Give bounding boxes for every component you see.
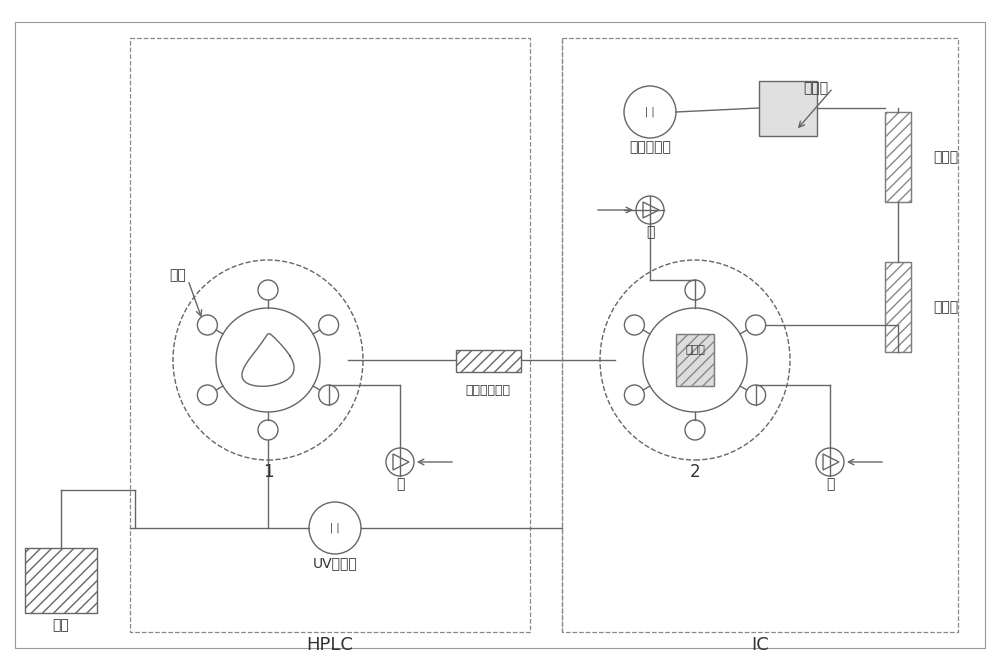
Circle shape — [636, 196, 664, 224]
Text: 泵: 泵 — [396, 477, 404, 491]
Text: HPLC: HPLC — [307, 636, 353, 654]
Text: 保护柱: 保护柱 — [933, 300, 959, 314]
Text: 依利特分析柱: 依利特分析柱 — [466, 383, 511, 397]
Bar — [885, 262, 911, 352]
Circle shape — [685, 280, 705, 300]
Text: 分析柱: 分析柱 — [933, 150, 959, 164]
Text: 进样: 进样 — [170, 268, 186, 282]
Bar — [885, 112, 911, 202]
Bar — [25, 548, 97, 613]
Text: 抑制器: 抑制器 — [803, 81, 828, 95]
Bar — [676, 334, 714, 386]
Text: 2: 2 — [690, 463, 700, 481]
Text: 电导检测器: 电导检测器 — [629, 140, 671, 154]
Bar — [676, 334, 714, 386]
Text: 1: 1 — [263, 463, 273, 481]
Circle shape — [746, 315, 766, 335]
Text: 泵: 泵 — [646, 225, 654, 239]
Bar — [885, 112, 911, 202]
Bar — [759, 81, 817, 136]
Text: | |: | | — [645, 107, 655, 118]
Circle shape — [258, 420, 278, 440]
Circle shape — [386, 448, 414, 476]
Bar — [885, 262, 911, 352]
Text: IC: IC — [751, 636, 769, 654]
Circle shape — [319, 385, 339, 405]
Circle shape — [685, 420, 705, 440]
Bar — [456, 350, 520, 372]
Circle shape — [258, 280, 278, 300]
Circle shape — [309, 502, 361, 554]
Text: 富集柱: 富集柱 — [685, 345, 705, 355]
Text: 废液: 废液 — [53, 618, 69, 632]
Text: UV检测器: UV检测器 — [313, 556, 357, 570]
Circle shape — [624, 315, 644, 335]
Text: | |: | | — [330, 523, 340, 533]
Circle shape — [197, 315, 217, 335]
Text: 泵: 泵 — [826, 477, 834, 491]
Circle shape — [624, 385, 644, 405]
Circle shape — [816, 448, 844, 476]
Circle shape — [319, 315, 339, 335]
Circle shape — [746, 385, 766, 405]
Circle shape — [624, 86, 676, 138]
Circle shape — [197, 385, 217, 405]
